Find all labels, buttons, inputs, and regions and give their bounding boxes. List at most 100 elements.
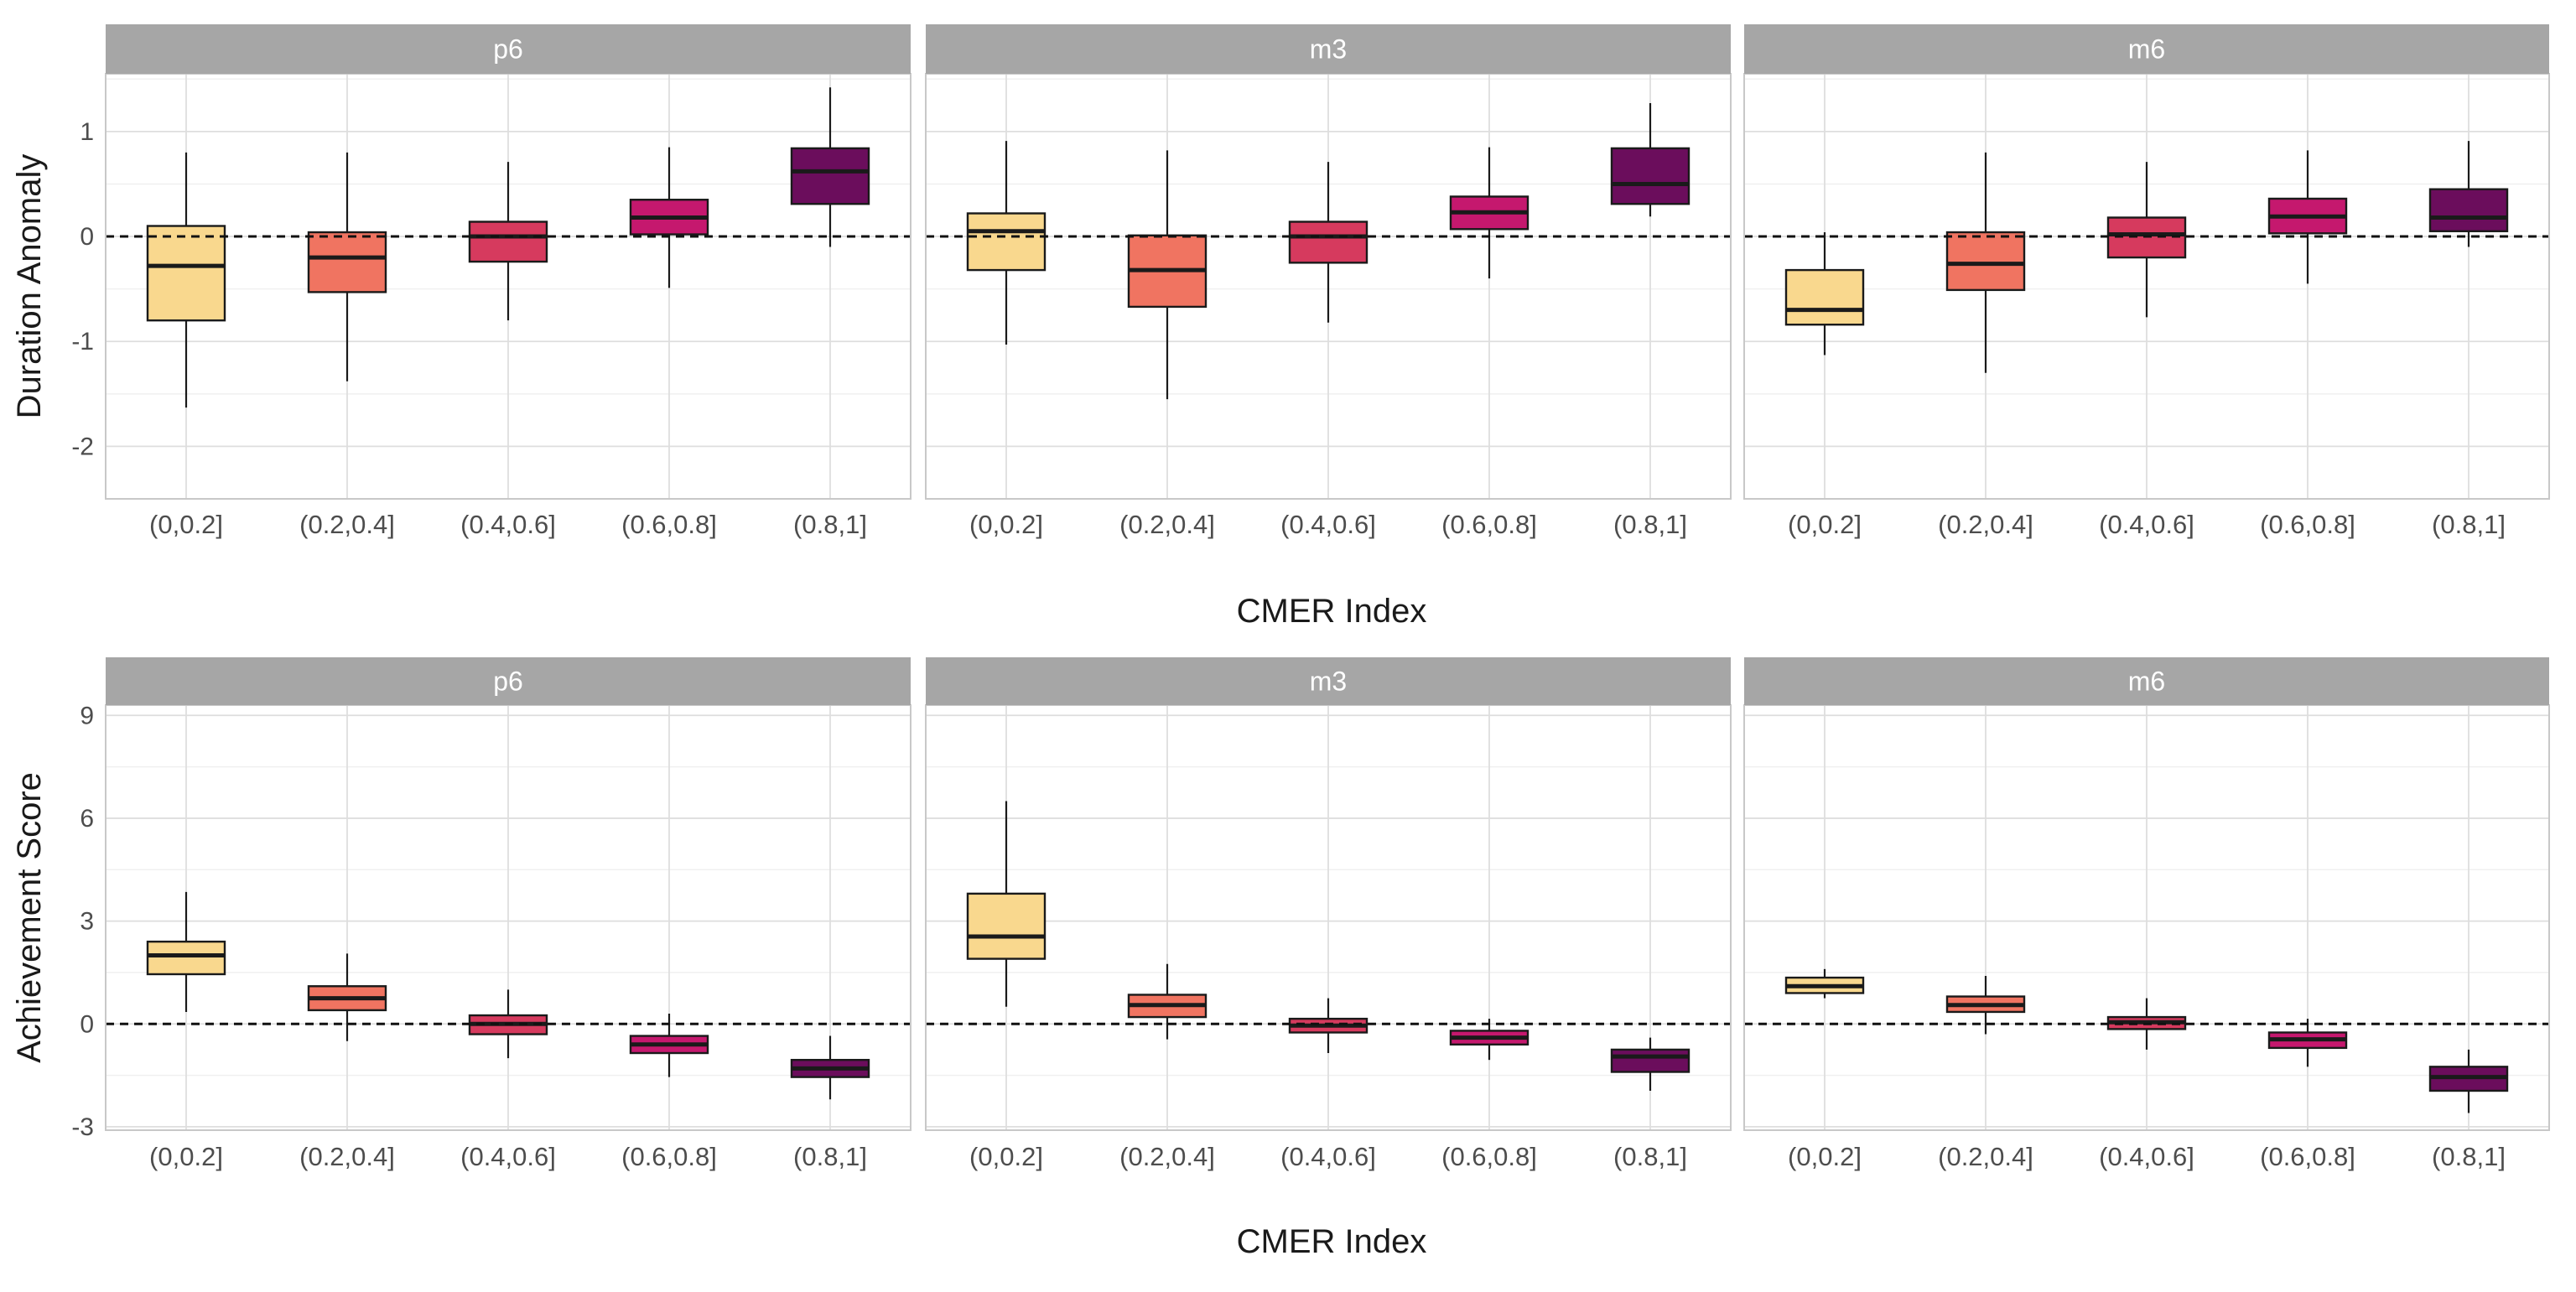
x-axis-label: CMER Index	[1237, 1223, 1427, 1260]
y-tick-label: -2	[71, 433, 94, 460]
box-2	[307, 152, 387, 381]
x-tick-label: (0.2,0.4]	[1119, 510, 1215, 539]
y-tick-label: -3	[71, 1113, 94, 1141]
facet-strip-label: m3	[1310, 667, 1347, 697]
x-tick-label: (0,0.2]	[149, 510, 223, 539]
facet-strip	[926, 24, 1731, 74]
panel-m6: m6 (0,0.2] (0.2,0.4] (0.4,0.6] (0.6,0.8] (0.8…	[1743, 657, 2550, 1171]
box-2	[1945, 152, 2026, 373]
x-tick-label: (0,0.2]	[1788, 1142, 1862, 1171]
box-body	[1784, 268, 1865, 326]
x-tick-label: (0.4,0.6]	[1280, 510, 1376, 539]
box-1	[146, 891, 226, 1012]
y-tick-label: 1	[80, 118, 94, 146]
x-tick-label: (0,0.2]	[969, 510, 1043, 539]
box-body	[146, 940, 226, 976]
box-3	[468, 162, 548, 321]
box-5	[790, 87, 870, 247]
y-axis-label: Duration Anomaly	[11, 154, 48, 419]
x-tick-label: (0.8,1]	[793, 1142, 867, 1171]
facet-strip	[1744, 657, 2549, 705]
x-tick-label: (0,0.2]	[149, 1142, 223, 1171]
facet-strip	[1744, 24, 2549, 74]
x-tick-label: (0.2,0.4]	[1938, 510, 2033, 539]
box-5	[1610, 103, 1690, 217]
x-tick-label: (0.2,0.4]	[1119, 1142, 1215, 1171]
box-2	[1127, 150, 1208, 400]
x-tick-label: (0.8,1]	[1613, 1142, 1687, 1171]
panel-m3: m3 (0,0.2] (0.2,0.4] (0.4,0.6] (0.6,0.8] (0.8…	[925, 657, 1732, 1171]
x-tick-label: (0.2,0.4]	[299, 510, 395, 539]
box-1	[146, 152, 226, 408]
facet-strip	[106, 657, 911, 705]
x-tick-label: (0.4,0.6]	[1280, 1142, 1376, 1171]
facet-strip-label: m6	[2128, 667, 2165, 697]
box-1	[966, 141, 1046, 345]
x-tick-label: (0.8,1]	[793, 510, 867, 539]
x-tick-label: (0,0.2]	[1788, 510, 1862, 539]
x-tick-label: (0.8,1]	[2432, 1142, 2506, 1171]
x-tick-label: (0.2,0.4]	[1938, 1142, 2033, 1171]
x-tick-label: (0.8,1]	[1613, 510, 1687, 539]
x-tick-label: (0.8,1]	[2432, 510, 2506, 539]
y-tick-label: 9	[80, 702, 94, 729]
box-1	[1784, 232, 1865, 355]
facet-strip	[926, 657, 1731, 705]
facet-strip	[106, 24, 911, 74]
facet-strip-label: p6	[493, 667, 523, 697]
box-4	[2267, 1019, 2348, 1067]
box-5	[2428, 1049, 2509, 1113]
facet-strip-label: m3	[1310, 34, 1347, 65]
box-body	[146, 225, 226, 322]
box-2	[1127, 963, 1208, 1040]
y-tick-label: 3	[80, 908, 94, 936]
panel-p6: p6 (0,0.2] (0.2,0.4] (0.4,0.6] (0.6,0.8] (0.8…	[105, 24, 911, 539]
box-4	[629, 1013, 709, 1077]
x-tick-label: (0,0.2]	[969, 1142, 1043, 1171]
box-4	[1449, 147, 1530, 279]
panel-m6: m6 (0,0.2] (0.2,0.4] (0.4,0.6] (0.6,0.8] (0.8…	[1743, 24, 2550, 539]
box-1	[1784, 968, 1865, 999]
box-1	[966, 801, 1046, 1007]
x-tick-label: (0.6,0.8]	[621, 1142, 717, 1171]
x-tick-label: (0.4,0.6]	[460, 1142, 556, 1171]
figure-row-1: Duration Anomaly -2 -1 0 1 CMER Index p6 (0,0.2…	[11, 24, 2550, 630]
x-tick-label: (0.6,0.8]	[1441, 1142, 1537, 1171]
box-5	[2428, 141, 2509, 247]
facet-strip-label: m6	[2128, 34, 2165, 65]
box-5	[790, 1035, 870, 1100]
x-axis-label: CMER Index	[1237, 593, 1427, 630]
x-tick-label: (0.6,0.8]	[1441, 510, 1537, 539]
y-tick-label: 0	[80, 223, 94, 251]
box-5	[1610, 1037, 1690, 1091]
x-tick-label: (0.2,0.4]	[299, 1142, 395, 1171]
y-tick-label: 0	[80, 1010, 94, 1038]
x-tick-label: (0.4,0.6]	[2099, 1142, 2194, 1171]
y-tick-label: 6	[80, 805, 94, 833]
box-4	[629, 147, 709, 288]
y-tick-label: -1	[71, 328, 94, 355]
x-tick-label: (0.6,0.8]	[621, 510, 717, 539]
box-3	[1288, 998, 1368, 1054]
x-tick-label: (0.4,0.6]	[2099, 510, 2194, 539]
box-body	[966, 892, 1046, 960]
box-body	[468, 221, 548, 263]
box-4	[1449, 1019, 1530, 1061]
x-tick-label: (0.6,0.8]	[2260, 1142, 2355, 1171]
box-2	[1945, 976, 2026, 1035]
box-2	[307, 953, 387, 1041]
box-body	[966, 212, 1046, 272]
facet-strip-label: p6	[493, 34, 523, 65]
x-tick-label: (0.6,0.8]	[2260, 510, 2355, 539]
box-body	[2428, 188, 2509, 232]
box-body	[1945, 231, 2026, 292]
panel-p6: p6 (0,0.2] (0.2,0.4] (0.4,0.6] (0.6,0.8] (0.8…	[105, 657, 911, 1171]
box-body	[790, 147, 870, 205]
y-axis-label: Achievement Score	[11, 772, 48, 1063]
x-tick-label: (0.4,0.6]	[460, 510, 556, 539]
box-body	[1288, 221, 1368, 264]
panel-m3: m3 (0,0.2] (0.2,0.4] (0.4,0.6] (0.6,0.8] (0.8…	[925, 24, 1732, 539]
box-body	[307, 231, 387, 293]
